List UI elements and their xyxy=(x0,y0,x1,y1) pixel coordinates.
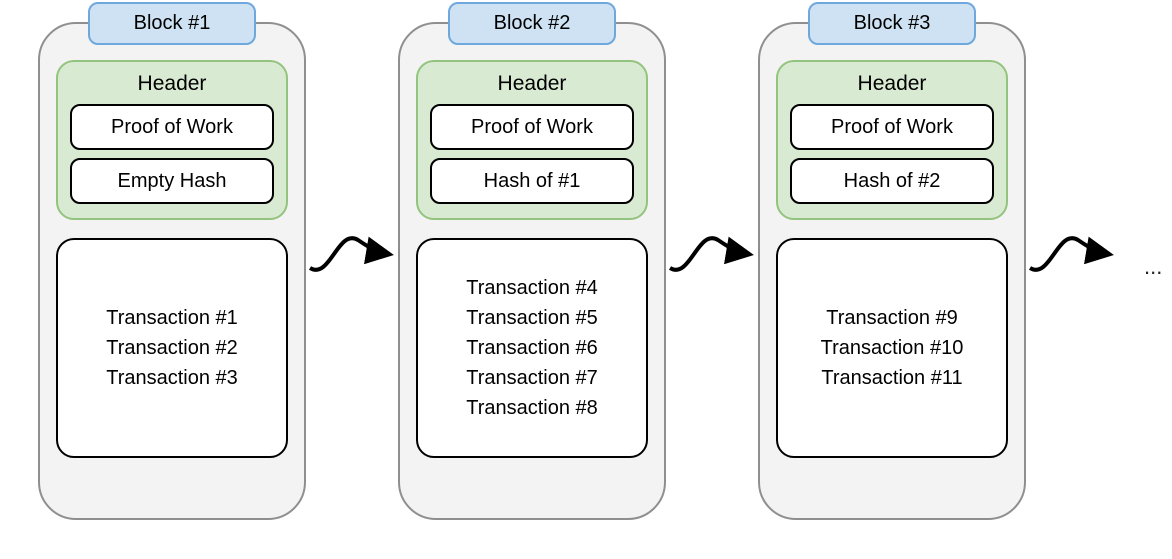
block-1-header: Header Proof of Work Empty Hash xyxy=(56,60,288,220)
block-1: Block #1 Header Proof of Work Empty Hash… xyxy=(38,22,306,520)
block-2-header: Header Proof of Work Hash of #1 xyxy=(416,60,648,220)
block-3: Block #3 Header Proof of Work Hash of #2… xyxy=(758,22,1026,520)
ellipsis: ... xyxy=(1144,254,1162,280)
block-2-header-label: Header xyxy=(430,72,634,96)
block-2: Block #2 Header Proof of Work Hash of #1… xyxy=(398,22,666,520)
tx-item: Transaction #4 xyxy=(466,273,598,303)
block-3-header: Header Proof of Work Hash of #2 xyxy=(776,60,1008,220)
tx-item: Transaction #1 xyxy=(106,303,238,333)
block-3-title: Block #3 xyxy=(808,2,976,45)
block-1-transactions: Transaction #1 Transaction #2 Transactio… xyxy=(56,238,288,458)
block-3-header-label: Header xyxy=(790,72,994,96)
tx-item: Transaction #6 xyxy=(466,333,598,363)
block-3-proof: Proof of Work xyxy=(790,104,994,150)
block-2-hash: Hash of #1 xyxy=(430,158,634,204)
block-2-title: Block #2 xyxy=(448,2,616,45)
arrow-3-to-next xyxy=(1028,228,1120,284)
arrow-1-to-2 xyxy=(308,228,400,284)
block-1-title: Block #1 xyxy=(88,2,256,45)
tx-item: Transaction #2 xyxy=(106,333,238,363)
tx-item: Transaction #8 xyxy=(466,393,598,423)
tx-item: Transaction #9 xyxy=(826,303,958,333)
block-2-transactions: Transaction #4 Transaction #5 Transactio… xyxy=(416,238,648,458)
tx-item: Transaction #5 xyxy=(466,303,598,333)
block-1-header-label: Header xyxy=(70,72,274,96)
block-3-hash: Hash of #2 xyxy=(790,158,994,204)
tx-item: Transaction #11 xyxy=(821,363,962,393)
block-3-transactions: Transaction #9 Transaction #10 Transacti… xyxy=(776,238,1008,458)
tx-item: Transaction #3 xyxy=(106,363,238,393)
block-2-proof: Proof of Work xyxy=(430,104,634,150)
block-1-proof: Proof of Work xyxy=(70,104,274,150)
tx-item: Transaction #10 xyxy=(821,333,964,363)
blockchain-diagram: Block #1 Header Proof of Work Empty Hash… xyxy=(0,0,1172,559)
arrow-2-to-3 xyxy=(668,228,760,284)
block-1-hash: Empty Hash xyxy=(70,158,274,204)
tx-item: Transaction #7 xyxy=(466,363,598,393)
